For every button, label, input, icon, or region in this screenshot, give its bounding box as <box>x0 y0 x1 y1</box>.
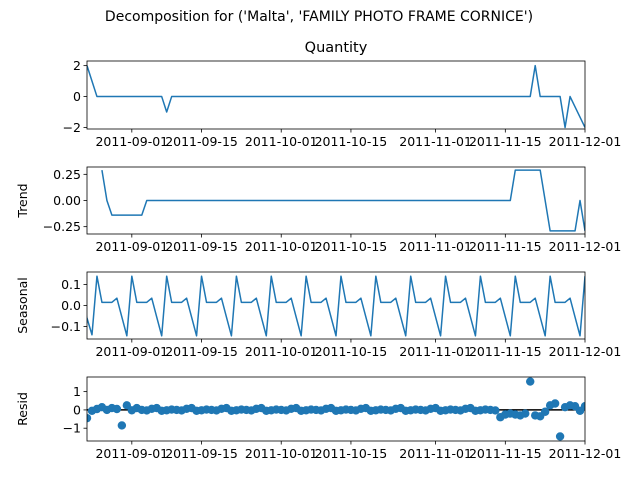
y-axis-label: Trend <box>15 183 30 218</box>
x-tick-label: 2011-10-01 <box>245 446 318 461</box>
x-tick-label: 2011-09-15 <box>165 134 238 149</box>
resid-point <box>580 402 585 411</box>
x-tick-label: 2011-11-01 <box>399 239 472 254</box>
axes-frame <box>86 271 586 340</box>
y-tick-label: 0.00 <box>53 193 81 208</box>
x-tick-label: 2011-09-01 <box>95 134 168 149</box>
x-tick-label: 2011-11-15 <box>469 344 542 359</box>
y-axis-label: Seasonal <box>15 277 30 334</box>
x-tick-label: 2011-11-01 <box>399 446 472 461</box>
x-tick-label: 2011-10-01 <box>245 344 318 359</box>
resid-point <box>555 432 565 441</box>
x-tick-label: 2011-12-01 <box>549 239 622 254</box>
plot-area <box>87 377 585 441</box>
y-tick-label: 2 <box>73 58 81 73</box>
series-line <box>101 169 585 232</box>
series-line <box>87 64 585 129</box>
panel-subtitle: Quantity <box>305 40 368 56</box>
y-tick-label: −0.1 <box>51 319 81 334</box>
x-tick-label: 2011-11-01 <box>399 344 472 359</box>
x-tick-label: 2011-10-15 <box>315 239 388 254</box>
y-tick-label: 0 <box>73 89 81 104</box>
x-tick-label: 2011-09-01 <box>95 239 168 254</box>
x-tick-label: 2011-10-15 <box>315 134 388 149</box>
y-tick-label: 0 <box>73 402 81 417</box>
x-tick-label: 2011-09-15 <box>165 344 238 359</box>
axes-frame <box>86 166 586 235</box>
y-tick-label: 0.25 <box>53 167 81 182</box>
y-tick-label: −2 <box>63 120 81 135</box>
y-axis-label: Resid <box>15 392 30 426</box>
resid-point <box>521 409 530 418</box>
axes-frame <box>86 376 586 442</box>
y-tick-label: 0.0 <box>61 298 81 313</box>
plot-area <box>87 275 585 337</box>
resid-point <box>550 399 560 408</box>
axes-frame <box>86 60 586 130</box>
x-tick-label: 2011-09-01 <box>95 446 168 461</box>
plot-area <box>101 169 585 232</box>
y-tick-label: 0.1 <box>61 277 81 292</box>
resid-point <box>491 406 500 415</box>
x-tick-label: 2011-10-01 <box>245 134 318 149</box>
x-tick-label: 2011-11-15 <box>469 446 542 461</box>
resid-point <box>117 421 127 430</box>
figure-title: Decomposition for ('Malta', 'FAMILY PHOT… <box>105 9 533 25</box>
x-tick-label: 2011-09-01 <box>95 344 168 359</box>
plot-area <box>87 64 585 129</box>
x-tick-label: 2011-11-15 <box>469 134 542 149</box>
resid-point <box>87 413 92 423</box>
x-tick-label: 2011-10-01 <box>245 239 318 254</box>
x-tick-label: 2011-12-01 <box>549 134 622 149</box>
x-tick-label: 2011-10-15 <box>315 446 388 461</box>
x-tick-label: 2011-09-15 <box>165 446 238 461</box>
resid-point <box>526 377 535 386</box>
resid-point <box>540 407 550 416</box>
x-tick-label: 2011-12-01 <box>549 446 622 461</box>
series-line <box>87 275 585 337</box>
y-tick-label: −0.25 <box>43 219 81 234</box>
x-tick-label: 2011-12-01 <box>549 344 622 359</box>
x-tick-label: 2011-09-15 <box>165 239 238 254</box>
x-tick-label: 2011-11-01 <box>399 134 472 149</box>
y-tick-label: −1 <box>63 421 81 436</box>
x-tick-label: 2011-11-15 <box>469 239 542 254</box>
x-tick-label: 2011-10-15 <box>315 344 388 359</box>
resid-point <box>112 404 122 414</box>
y-tick-label: 1 <box>73 384 81 399</box>
